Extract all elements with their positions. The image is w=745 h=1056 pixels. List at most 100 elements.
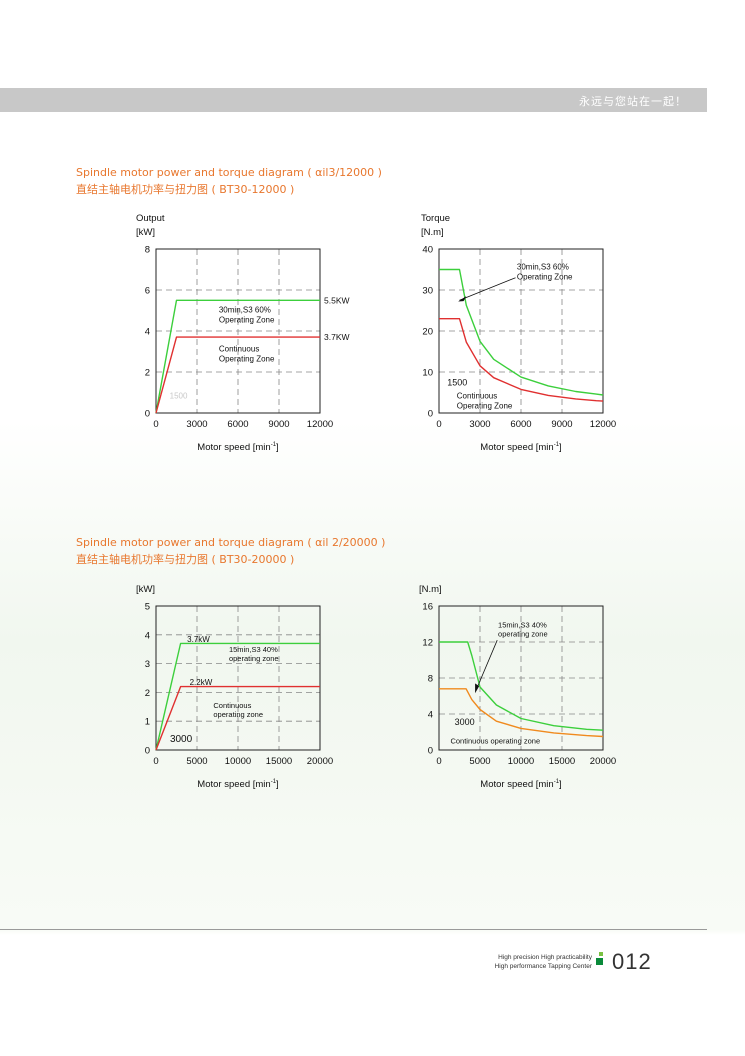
zone-1-label: operating zone xyxy=(229,654,279,663)
section2-title-cn: 直结主轴电机功率与扭力图 ( BT30-20000 ) xyxy=(76,553,295,566)
zone-2-label: Operating Zone xyxy=(457,402,513,411)
x-tick-label: 3000 xyxy=(469,419,490,430)
x-tick-label: 9000 xyxy=(268,419,289,430)
section1-title-cn: 直结主轴电机功率与扭力图 ( BT30-12000 ) xyxy=(76,183,295,196)
y-tick-label: 20 xyxy=(422,327,433,338)
series-line-2 xyxy=(155,336,320,414)
series-line-1 xyxy=(439,268,604,396)
zone-1-pointer xyxy=(475,640,498,691)
y-tick-label: 8 xyxy=(145,245,150,256)
y-tick-label: 0 xyxy=(428,409,433,420)
section2-title-en: Spindle motor power and torque diagram (… xyxy=(76,536,386,549)
y-tick-label: 5 xyxy=(145,602,150,613)
x-tick-label: 0 xyxy=(436,756,441,767)
power-chart-20000: 0 5000 10000 15000 20000 0 1 2 3 4 5 [kW] Motor spee… xyxy=(136,584,333,790)
section1-title-en: Spindle motor power and torque diagram (… xyxy=(76,166,382,179)
footer-tagline: High precision High practicability High … xyxy=(470,953,592,971)
y-tick-label: 4 xyxy=(428,710,433,721)
y-axis-unit: [N.m] xyxy=(421,227,444,238)
series-line-1 xyxy=(155,299,320,414)
x-tick-label: 10000 xyxy=(508,756,534,767)
y-axis-unit: [N.m] xyxy=(419,584,442,595)
base-speed-label: 1500 xyxy=(447,378,467,388)
end-label-1: 5.5KW xyxy=(324,295,350,305)
section1-title: Spindle motor power and torque diagram (… xyxy=(76,164,382,198)
x-tick-label: 9000 xyxy=(551,419,572,430)
zone-2-label: Operating Zone xyxy=(219,355,275,364)
x-tick-label: 15000 xyxy=(549,756,575,767)
x-tick-label: 10000 xyxy=(225,756,251,767)
series-line-1 xyxy=(155,642,320,751)
y-tick-label: 30 xyxy=(422,286,433,297)
zone-1-label: 15min,S3 40% xyxy=(229,645,278,654)
x-tick-label: 12000 xyxy=(307,419,333,430)
x-tick-label: 15000 xyxy=(266,756,292,767)
y-tick-label: 0 xyxy=(145,746,150,757)
y-tick-label: 1 xyxy=(145,717,150,728)
y-tick-label: 0 xyxy=(145,409,150,420)
y-axis-unit: [kW] xyxy=(136,227,155,238)
y-axis-label: Torque xyxy=(421,213,450,224)
footer-tagline-line1: High precision High practicability xyxy=(498,954,592,961)
zone-1-label: operating zone xyxy=(498,630,548,639)
series-line-1 xyxy=(439,641,604,731)
y-tick-label: 40 xyxy=(422,245,433,256)
zone-1-label: 15min,S3 40% xyxy=(498,621,547,630)
x-tick-label: 5000 xyxy=(186,756,207,767)
zone-1-label: Operating Zone xyxy=(219,316,275,325)
zone-2-label: Continuous operating zone xyxy=(450,737,540,746)
y-tick-label: 0 xyxy=(428,746,433,757)
zone-1-label: 30min,S3 60% xyxy=(517,263,569,272)
x-tick-label: 0 xyxy=(153,419,158,430)
y-tick-label: 16 xyxy=(422,602,433,613)
y-tick-label: 2 xyxy=(145,368,150,379)
footer-tagline-line2: High performance Tapping Center xyxy=(494,963,592,970)
torque-chart-20000: 0 5000 10000 15000 20000 0 4 8 12 16 [N.m] Motor sp… xyxy=(419,584,616,790)
zone-1-pointer-head xyxy=(475,683,480,694)
base-speed-label: 3000 xyxy=(455,717,475,727)
footer-divider xyxy=(0,929,707,930)
y-tick-label: 2 xyxy=(145,688,150,699)
end-label-2: 3.7KW xyxy=(324,332,350,342)
y-tick-label: 10 xyxy=(422,368,433,379)
x-axis-label: Motor speed [min-1] xyxy=(197,779,278,790)
series-line-2 xyxy=(439,317,604,402)
x-tick-label: 5000 xyxy=(469,756,490,767)
zone-2-label: Continuous xyxy=(213,701,251,710)
x-tick-label: 3000 xyxy=(186,419,207,430)
end-label-2: 2.2kW xyxy=(190,678,213,687)
header-slogan: 永远与您站在一起！ xyxy=(579,95,687,108)
zone-2-label: Continuous xyxy=(457,392,497,401)
x-tick-label: 12000 xyxy=(590,419,616,430)
zone-2-label: operating zone xyxy=(213,710,263,719)
power-chart-12000: 0 3000 6000 9000 12000 0 2 4 6 8 Output [kW] Motor s… xyxy=(136,213,350,453)
y-tick-label: 6 xyxy=(145,286,150,297)
page-number: 012 xyxy=(612,949,652,974)
x-axis-label: Motor speed [min-1] xyxy=(480,442,561,453)
plot-frame xyxy=(155,248,321,414)
plot-frame xyxy=(438,605,604,751)
y-tick-label: 12 xyxy=(422,638,433,649)
torque-chart-12000: 0 3000 6000 9000 12000 0 10 20 30 40 Torque [N.m] Mo… xyxy=(421,213,616,453)
header-band: 永远与您站在一起！ xyxy=(0,88,707,112)
section2-title: Spindle motor power and torque diagram (… xyxy=(76,534,385,568)
plot-frame xyxy=(438,248,604,414)
y-tick-label: 4 xyxy=(145,630,150,641)
x-tick-label: 0 xyxy=(436,419,441,430)
series-line-2 xyxy=(155,685,320,751)
end-label-1: 3.7kW xyxy=(187,635,210,644)
y-axis-label: Output xyxy=(136,213,165,224)
plot-frame xyxy=(155,605,321,751)
y-tick-label: 8 xyxy=(428,674,433,685)
y-axis-unit: [kW] xyxy=(136,584,155,595)
x-tick-label: 20000 xyxy=(590,756,616,767)
x-axis-label: Motor speed [min-1] xyxy=(197,442,278,453)
zone-1-label: Operating Zone xyxy=(517,273,573,282)
zone-1-label: 30min,S3 60% xyxy=(219,306,271,315)
x-tick-label: 20000 xyxy=(307,756,333,767)
y-tick-label: 3 xyxy=(145,659,150,670)
brand-squares-icon xyxy=(596,952,606,968)
x-tick-label: 6000 xyxy=(510,419,531,430)
zone-2-label: Continuous xyxy=(219,345,259,354)
x-tick-label: 0 xyxy=(153,756,158,767)
